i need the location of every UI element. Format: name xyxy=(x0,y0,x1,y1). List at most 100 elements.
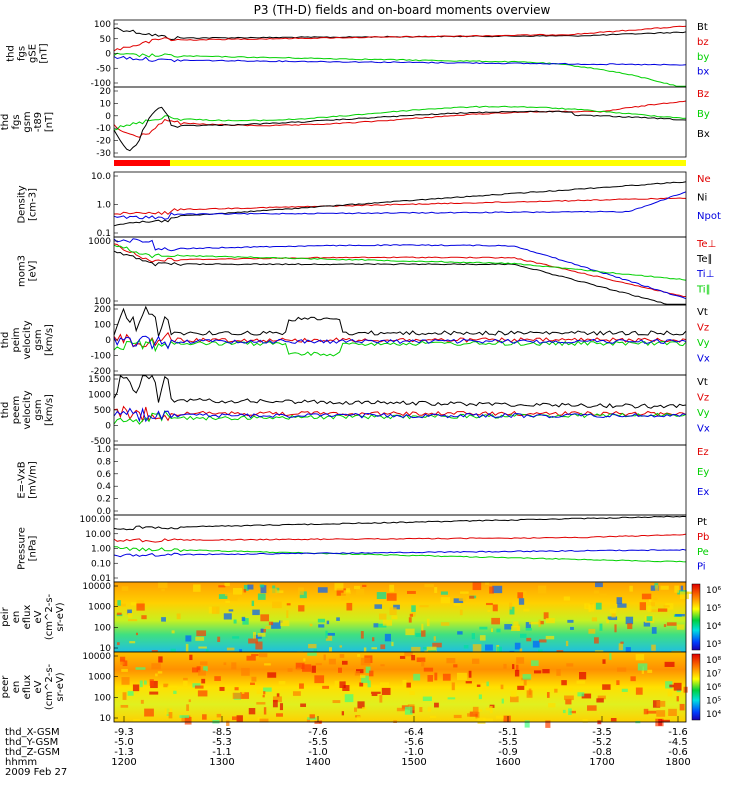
heatmap-cell xyxy=(275,590,284,594)
heatmap-cell xyxy=(637,663,648,671)
ytick-p10: 100 xyxy=(94,693,111,703)
heatmap-cell xyxy=(563,596,571,601)
series-p5-green xyxy=(113,337,687,357)
xaxis-value: 1700 xyxy=(589,757,614,768)
ytick-p10: 10 xyxy=(100,714,112,724)
heatmap-cell xyxy=(317,618,326,623)
heatmap-cell xyxy=(309,623,313,627)
frame-p2 xyxy=(113,86,687,158)
heatmap-cell xyxy=(393,604,400,610)
heatmap-cell xyxy=(322,685,330,689)
heatmap-cell xyxy=(465,681,472,684)
heatmap-cell xyxy=(133,718,141,722)
heatmap-cell xyxy=(334,680,344,688)
heatmap-cell xyxy=(132,684,140,692)
heatmap-cell xyxy=(625,647,631,653)
series-p6-blue xyxy=(113,407,687,423)
legend-p7-Ey: Ey xyxy=(697,467,709,478)
heatmap-cell xyxy=(161,588,165,592)
heatmap-cell xyxy=(635,687,643,695)
heatmap-cell xyxy=(653,597,658,601)
ytick-p8: 10.00 xyxy=(85,530,111,540)
heatmap-cell xyxy=(199,661,208,666)
heatmap-cell xyxy=(214,676,221,681)
heatmap-cell xyxy=(472,706,479,714)
heatmap-cell xyxy=(519,648,523,654)
heatmap-cell xyxy=(326,620,330,625)
xaxis-value: -1.3 xyxy=(114,747,134,758)
xaxis-value: -5.6 xyxy=(404,737,424,748)
heatmap-cell xyxy=(524,720,530,728)
heatmap-cell xyxy=(381,687,391,695)
xaxis-value: -4.5 xyxy=(668,737,688,748)
ytick-p2: 20 xyxy=(100,87,112,97)
legend-p3-Npot: Npot xyxy=(697,211,721,222)
heatmap-cell xyxy=(408,617,412,623)
heatmap-cell xyxy=(380,644,386,650)
heatmap-cell xyxy=(120,659,125,665)
heatmap-cell xyxy=(446,658,456,664)
heatmap-cell xyxy=(538,619,541,627)
heatmap-cell xyxy=(432,642,442,648)
heatmap-cell xyxy=(595,582,603,588)
heatmap-cell xyxy=(532,640,540,648)
heatmap-cell xyxy=(478,694,482,700)
status-bar-red xyxy=(114,160,170,166)
ylabel-p6: thdpeemvelocitygsm[km/s] xyxy=(0,390,55,429)
heatmap-cell xyxy=(276,693,280,698)
heatmap-cell xyxy=(194,685,204,689)
frame-p8 xyxy=(113,514,687,583)
heatmap-cell xyxy=(666,622,677,626)
heatmap-cell xyxy=(404,652,413,657)
heatmap-cell xyxy=(599,623,603,631)
heatmap-cell xyxy=(684,591,695,594)
heatmap-cell xyxy=(513,621,519,628)
legend-p3-Ni: Ni xyxy=(697,193,707,204)
heatmap-cell xyxy=(121,586,129,591)
heatmap-cell xyxy=(635,654,645,661)
heatmap-cell xyxy=(262,694,265,698)
heatmap-cell xyxy=(562,709,566,714)
heatmap-cell xyxy=(357,653,361,657)
heatmap-cell xyxy=(391,615,398,620)
heatmap-cell xyxy=(663,605,670,608)
heatmap-cell xyxy=(328,658,336,665)
heatmap-cell xyxy=(617,603,627,608)
heatmap-cell xyxy=(276,713,283,717)
heatmap-cell xyxy=(517,685,525,690)
heatmap-cell xyxy=(135,632,139,636)
heatmap-cell xyxy=(411,646,421,654)
heatmap-cell xyxy=(593,590,599,594)
heatmap-cell xyxy=(664,661,675,667)
heatmap-cell xyxy=(128,613,133,618)
colorbar-label: 10³ xyxy=(706,640,721,650)
series-p4-green xyxy=(113,244,687,281)
heatmap-cell xyxy=(361,675,369,683)
heatmap-cell xyxy=(472,644,482,653)
heatmap-cell xyxy=(457,631,463,635)
heatmap-cell xyxy=(545,617,555,624)
colorbar-label: 10⁸ xyxy=(706,656,721,666)
ytick-p6: -500 xyxy=(91,437,112,447)
ytick-p7: 0.8 xyxy=(97,457,112,467)
heatmap-cell xyxy=(268,621,274,626)
heatmap-cell xyxy=(665,681,673,689)
heatmap-cell xyxy=(503,663,507,669)
heatmap-cell xyxy=(198,646,207,649)
heatmap-cell xyxy=(248,708,256,715)
heatmap-cell xyxy=(609,608,617,614)
heatmap-cell xyxy=(368,670,374,677)
heatmap-cell xyxy=(158,656,163,663)
colorbar-label: 10⁶ xyxy=(706,586,721,596)
heatmap-cell xyxy=(343,590,351,594)
heatmap-cell xyxy=(255,641,263,650)
heatmap-cell xyxy=(231,662,237,670)
heatmap-cell xyxy=(339,681,346,689)
heatmap-cell xyxy=(629,585,633,592)
heatmap-cell xyxy=(463,645,469,649)
heatmap-cell xyxy=(595,602,602,610)
heatmap-cell xyxy=(655,585,659,591)
heatmap-cell xyxy=(673,682,682,691)
legend-p6-Vz: Vz xyxy=(697,393,709,404)
heatmap-cell xyxy=(232,636,240,639)
